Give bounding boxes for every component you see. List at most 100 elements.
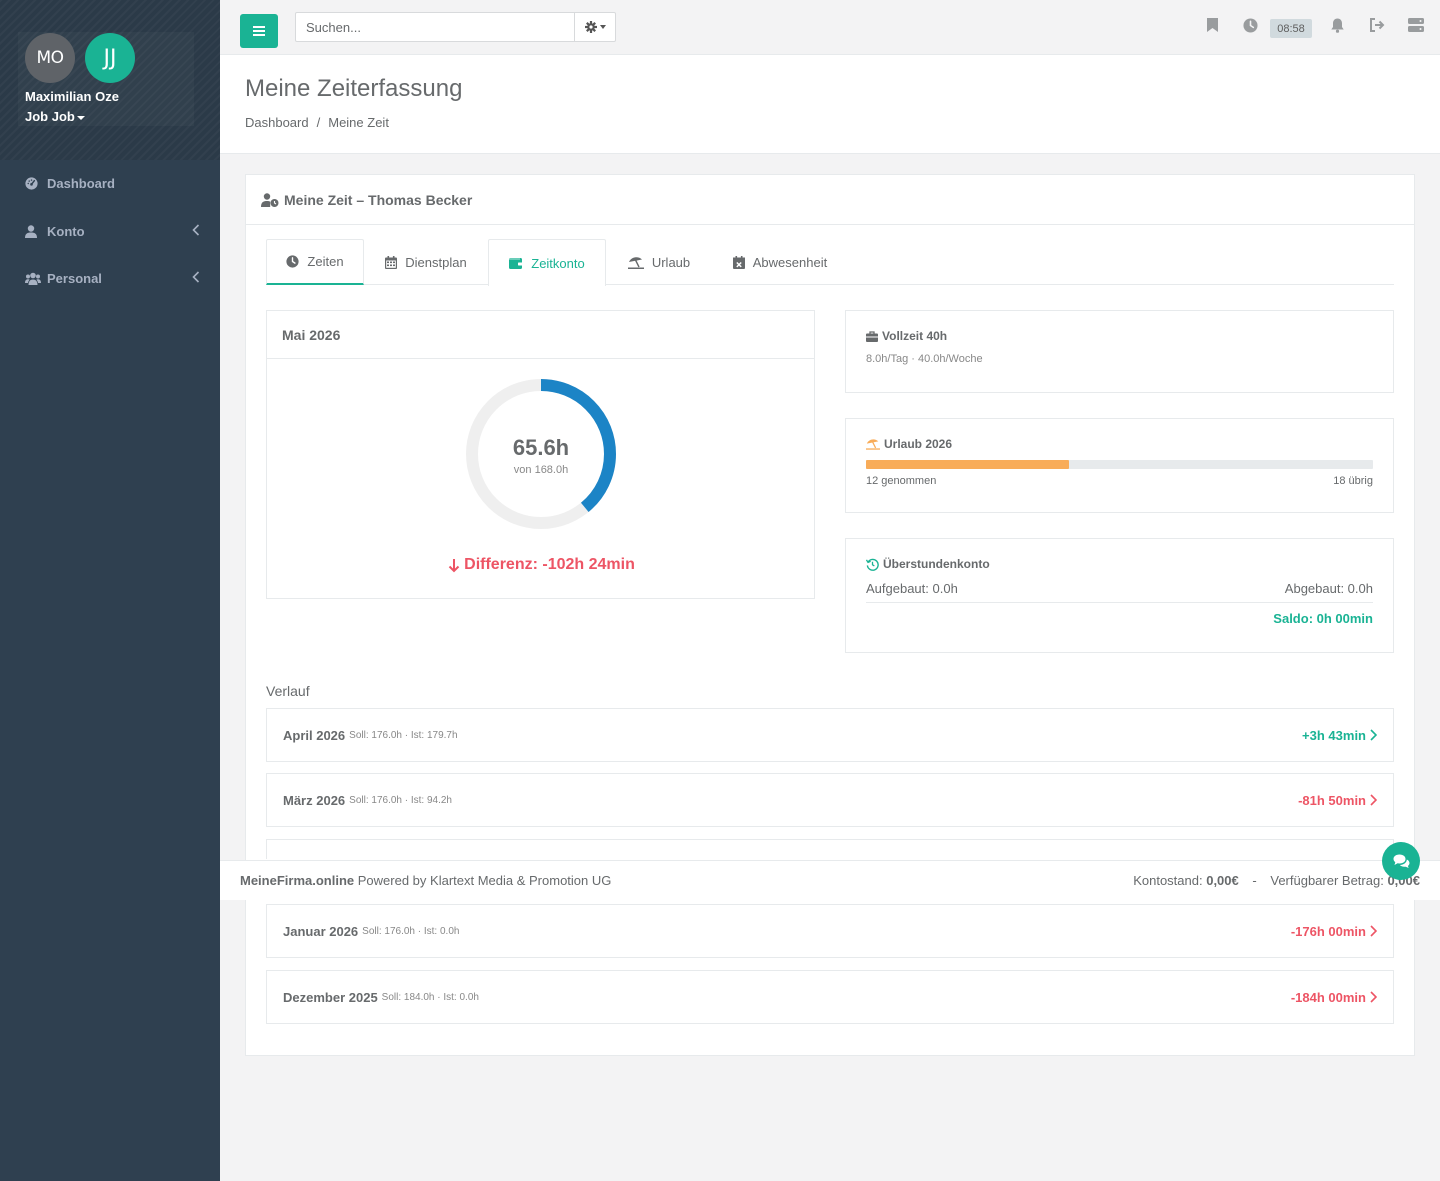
search-options-button[interactable] bbox=[574, 12, 616, 42]
history-row[interactable]: April 2026 Soll: 176.0h · Ist: 179.7h +3… bbox=[266, 708, 1394, 762]
contract-title-text: Vollzeit 40h bbox=[882, 329, 948, 343]
tab-label: Zeitkonto bbox=[531, 255, 585, 271]
vacation-taken: 12 genommen bbox=[866, 475, 937, 487]
history-value-text: +3h 43min bbox=[1302, 727, 1366, 743]
overtime-title: Überstundenkonto bbox=[866, 557, 1373, 571]
footer-bar: MeineFirma.online Powered by Klartext Me… bbox=[220, 860, 1440, 900]
footer-brand: MeineFirma.online bbox=[240, 873, 355, 888]
history-month: April 2026 bbox=[283, 727, 346, 743]
bars-icon bbox=[253, 26, 265, 36]
tab-urlaub[interactable]: Urlaub bbox=[609, 239, 709, 285]
contract-title: Vollzeit 40h bbox=[866, 329, 1373, 343]
comments-icon bbox=[1393, 854, 1409, 868]
user-icon bbox=[25, 224, 41, 238]
chat-button[interactable] bbox=[1382, 842, 1420, 880]
clock-time-badge: 08:58 bbox=[1270, 19, 1312, 38]
sign-out-icon[interactable] bbox=[1369, 18, 1385, 32]
vacation-remaining: 18 übrig bbox=[1333, 475, 1373, 487]
breadcrumb-separator: / bbox=[316, 115, 321, 130]
panel-header: Meine Zeit – Thomas Becker bbox=[246, 175, 1414, 225]
history-value-text: -81h 50min bbox=[1298, 792, 1366, 808]
sidebar: MO JJ Maximilian Oze Job Job Dashboard K… bbox=[0, 0, 220, 1181]
history-row[interactable]: Dezember 2025 Soll: 184.0h · Ist: 0.0h -… bbox=[266, 970, 1394, 1024]
tab-label: Dienstplan bbox=[405, 254, 467, 270]
clock-icon[interactable] bbox=[1243, 18, 1258, 33]
sidebar-item-label: Konto bbox=[47, 223, 85, 239]
wallet-icon bbox=[509, 258, 524, 269]
overtime-saldo: Saldo: 0h 00min bbox=[1273, 611, 1373, 626]
tab-zeitkonto[interactable]: Zeitkonto bbox=[488, 239, 606, 286]
chevron-right-icon bbox=[1370, 991, 1377, 1003]
sidebar-item-personal[interactable]: Personal bbox=[0, 255, 220, 301]
hours-worked-value: 65.6h bbox=[512, 435, 570, 460]
vacation-title: Urlaub 2026 bbox=[866, 437, 1373, 451]
month-title: Mai 2026 bbox=[267, 311, 814, 359]
overtime-reduced: Abgebaut: 0.0h bbox=[1284, 581, 1373, 596]
donut-progress-arc bbox=[466, 379, 616, 529]
sidebar-item-konto[interactable]: Konto bbox=[0, 208, 220, 254]
user-clock-icon bbox=[261, 192, 279, 207]
footer-separator: - bbox=[1252, 873, 1257, 888]
sidebar-item-dashboard[interactable]: Dashboard bbox=[0, 160, 220, 206]
tab-zeiten[interactable]: Zeiten bbox=[266, 239, 364, 285]
history-month: Januar 2026 bbox=[283, 923, 359, 939]
history-value: -184h 00min bbox=[1291, 990, 1377, 1005]
caret-down-icon bbox=[599, 25, 606, 29]
history-month: März 2026 bbox=[283, 792, 346, 808]
tab-abwesenheit[interactable]: Abwesenheit bbox=[716, 239, 844, 285]
tachometer-icon bbox=[25, 176, 41, 190]
page-title: Meine Zeiterfassung bbox=[245, 75, 463, 102]
bookmark-icon[interactable] bbox=[1207, 18, 1218, 32]
vacation-progress-fill bbox=[866, 460, 1069, 469]
search-input[interactable] bbox=[295, 12, 575, 42]
history-month: Dezember 2025 bbox=[283, 989, 378, 1005]
history-value-text: -176h 00min bbox=[1290, 923, 1366, 939]
chevron-left-icon bbox=[192, 270, 200, 287]
tab-label: Abwesenheit bbox=[752, 254, 828, 270]
profile-header: MO JJ Maximilian Oze Job Job bbox=[0, 0, 220, 160]
history-icon bbox=[866, 558, 879, 571]
breadcrumb-link-dashboard[interactable]: Dashboard bbox=[245, 115, 309, 130]
tab-label: Zeiten bbox=[307, 254, 344, 269]
server-icon[interactable] bbox=[1408, 18, 1424, 32]
sidebar-item-label: Personal bbox=[47, 270, 102, 286]
sidebar-item-label: Dashboard bbox=[47, 175, 115, 191]
history-value: -176h 00min bbox=[1291, 924, 1377, 939]
page-heading: Meine Zeiterfassung Dashboard / Meine Zeit bbox=[220, 55, 1440, 154]
avatar-secondary[interactable]: JJ bbox=[85, 33, 135, 83]
history-row[interactable]: Januar 2026 Soll: 176.0h · Ist: 0.0h -17… bbox=[266, 904, 1394, 958]
user-role-dropdown[interactable]: Job Job bbox=[25, 109, 85, 124]
overtime-title-text: Überstundenkonto bbox=[883, 557, 990, 571]
difference-text: Differenz: -102h 24min bbox=[267, 556, 816, 574]
user-role-label: Job Job bbox=[25, 109, 75, 124]
breadcrumb-current: Meine Zeit bbox=[328, 115, 389, 130]
history-title: Verlauf bbox=[266, 683, 310, 699]
available-label: Verfügbarer Betrag: bbox=[1270, 873, 1384, 888]
hours-target-value: von 168.0h bbox=[513, 464, 569, 476]
month-summary-card: Mai 2026 65.6h von 168.0h Differenz: -10… bbox=[266, 310, 815, 599]
footer-powered-by: Powered by Klartext Media & Promotion UG bbox=[357, 873, 612, 888]
breadcrumb: Dashboard / Meine Zeit bbox=[245, 115, 389, 130]
tab-label: Urlaub bbox=[651, 254, 691, 270]
calendar-x-icon bbox=[732, 255, 745, 269]
history-meta: Soll: 176.0h · Ist: 179.7h bbox=[349, 729, 458, 741]
vacation-title-text: Urlaub 2026 bbox=[884, 437, 953, 451]
umbrella-beach-icon bbox=[627, 256, 644, 269]
caret-down-icon bbox=[76, 115, 85, 120]
calendar-icon bbox=[385, 255, 398, 269]
user-name: Maximilian Oze bbox=[25, 89, 119, 104]
avatar-primary[interactable]: MO bbox=[25, 33, 75, 83]
tab-dienstplan[interactable]: Dienstplan bbox=[366, 239, 486, 285]
bell-icon[interactable] bbox=[1331, 18, 1344, 33]
hours-donut-chart bbox=[466, 379, 616, 529]
chevron-right-icon bbox=[1370, 794, 1377, 806]
history-meta: Soll: 176.0h · Ist: 94.2h bbox=[349, 794, 452, 806]
history-value-text: -184h 00min bbox=[1290, 989, 1366, 1005]
history-row[interactable]: März 2026 Soll: 176.0h · Ist: 94.2h -81h… bbox=[266, 773, 1394, 827]
menu-toggle-button[interactable] bbox=[240, 14, 278, 48]
arrow-down-icon bbox=[448, 558, 460, 572]
tab-bar: Zeiten Dienstplan Zeitkonto Urlaub Abwes… bbox=[266, 239, 1394, 286]
chevron-right-icon bbox=[1370, 729, 1377, 741]
vacation-card: Urlaub 2026 12 genommen 18 übrig bbox=[845, 418, 1394, 513]
balance-label: Kontostand: bbox=[1133, 873, 1203, 888]
